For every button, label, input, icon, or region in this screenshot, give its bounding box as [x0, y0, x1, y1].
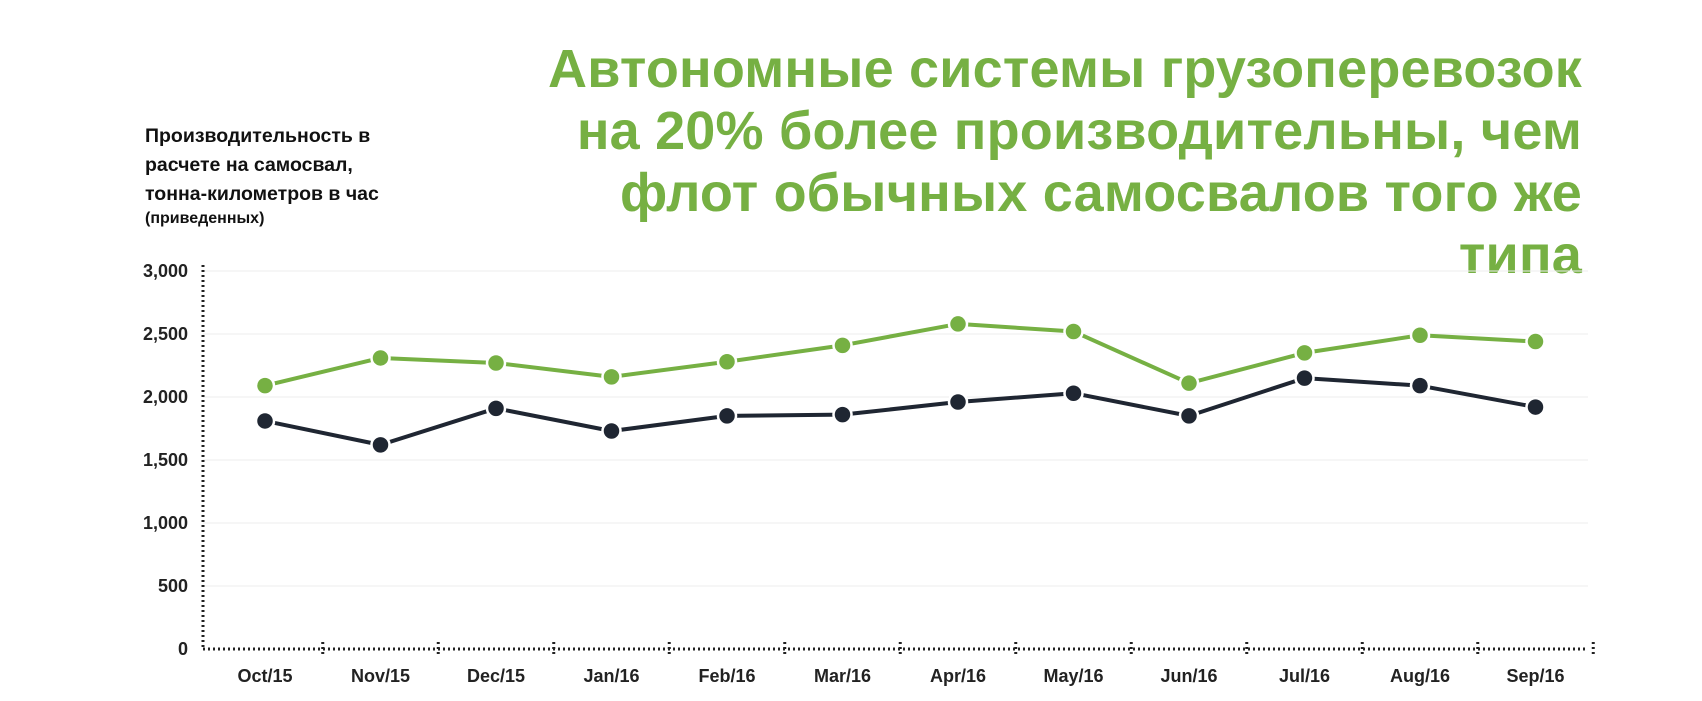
series-2-point	[601, 420, 622, 442]
y-axis-title-line-2: расчете на самосвал,	[145, 154, 353, 176]
y-axis-note: (приведенных)	[145, 210, 265, 227]
x-tick-label: Nov/15	[351, 666, 410, 686]
y-tick-label: 3,000	[143, 261, 188, 281]
y-tick-label: 1,500	[143, 450, 188, 470]
title-line-1: Автономные системы грузоперевозок	[548, 39, 1582, 99]
series-2-point	[370, 434, 391, 456]
y-tick-label: 500	[158, 576, 188, 596]
series-2-point	[716, 405, 738, 427]
series-1-point	[1178, 372, 1200, 394]
x-tick-label: Apr/16	[930, 666, 986, 686]
series-2-line	[264, 376, 1536, 447]
series-1-point	[1063, 321, 1084, 342]
x-tick-label: Aug/16	[1390, 666, 1450, 686]
x-tick-label: Sep/16	[1506, 666, 1564, 686]
series-1-point	[832, 335, 853, 356]
x-tick-label: May/16	[1043, 666, 1103, 686]
series-1-point	[370, 347, 391, 369]
x-tick-label: Jan/16	[583, 666, 639, 686]
x-tick-label: Jun/16	[1160, 666, 1217, 686]
y-axis-title-line-1: Производительность в	[145, 125, 371, 147]
series-2-point	[1063, 382, 1084, 404]
series-2-point	[254, 410, 276, 432]
y-tick-label: 2,000	[143, 387, 188, 407]
series-2-point	[1525, 396, 1546, 418]
series-1-point	[716, 351, 738, 372]
series-2-point	[832, 404, 853, 425]
series-1-line	[264, 321, 1536, 388]
y-axis-title-line-3: тонна-километров в час	[145, 183, 379, 205]
series-1-point	[1294, 342, 1315, 364]
series-2-point	[947, 391, 969, 413]
series-2-point	[1178, 405, 1200, 427]
title-line-2: на 20% более производительны, чем	[576, 101, 1582, 161]
series-2-point	[1409, 375, 1431, 396]
series-1-point	[601, 366, 622, 388]
series-1-point	[1525, 331, 1546, 352]
series-1-point	[254, 375, 276, 396]
x-tick-label: Oct/15	[237, 666, 292, 686]
series-1-point	[485, 352, 507, 374]
x-tick-label: Dec/15	[467, 666, 525, 686]
x-tick-label: Mar/16	[814, 666, 871, 686]
series-2-point	[1294, 367, 1315, 389]
title-line-3: флот обычных самосвалов того же типа	[619, 163, 1582, 285]
chart-title: Автономные системы грузоперевозок на 20%…	[482, 38, 1582, 286]
series-1-point	[1409, 325, 1431, 346]
y-tick-label: 1,000	[143, 513, 188, 533]
y-tick-label: 2,500	[143, 324, 188, 344]
x-tick-label: Jul/16	[1279, 666, 1330, 686]
y-axis-title: Производительность в расчете на самосвал…	[145, 122, 465, 229]
series-1-point	[947, 313, 969, 335]
x-tick-label: Feb/16	[698, 666, 755, 686]
series-2-point	[485, 398, 507, 419]
y-tick-label: 0	[178, 639, 188, 659]
